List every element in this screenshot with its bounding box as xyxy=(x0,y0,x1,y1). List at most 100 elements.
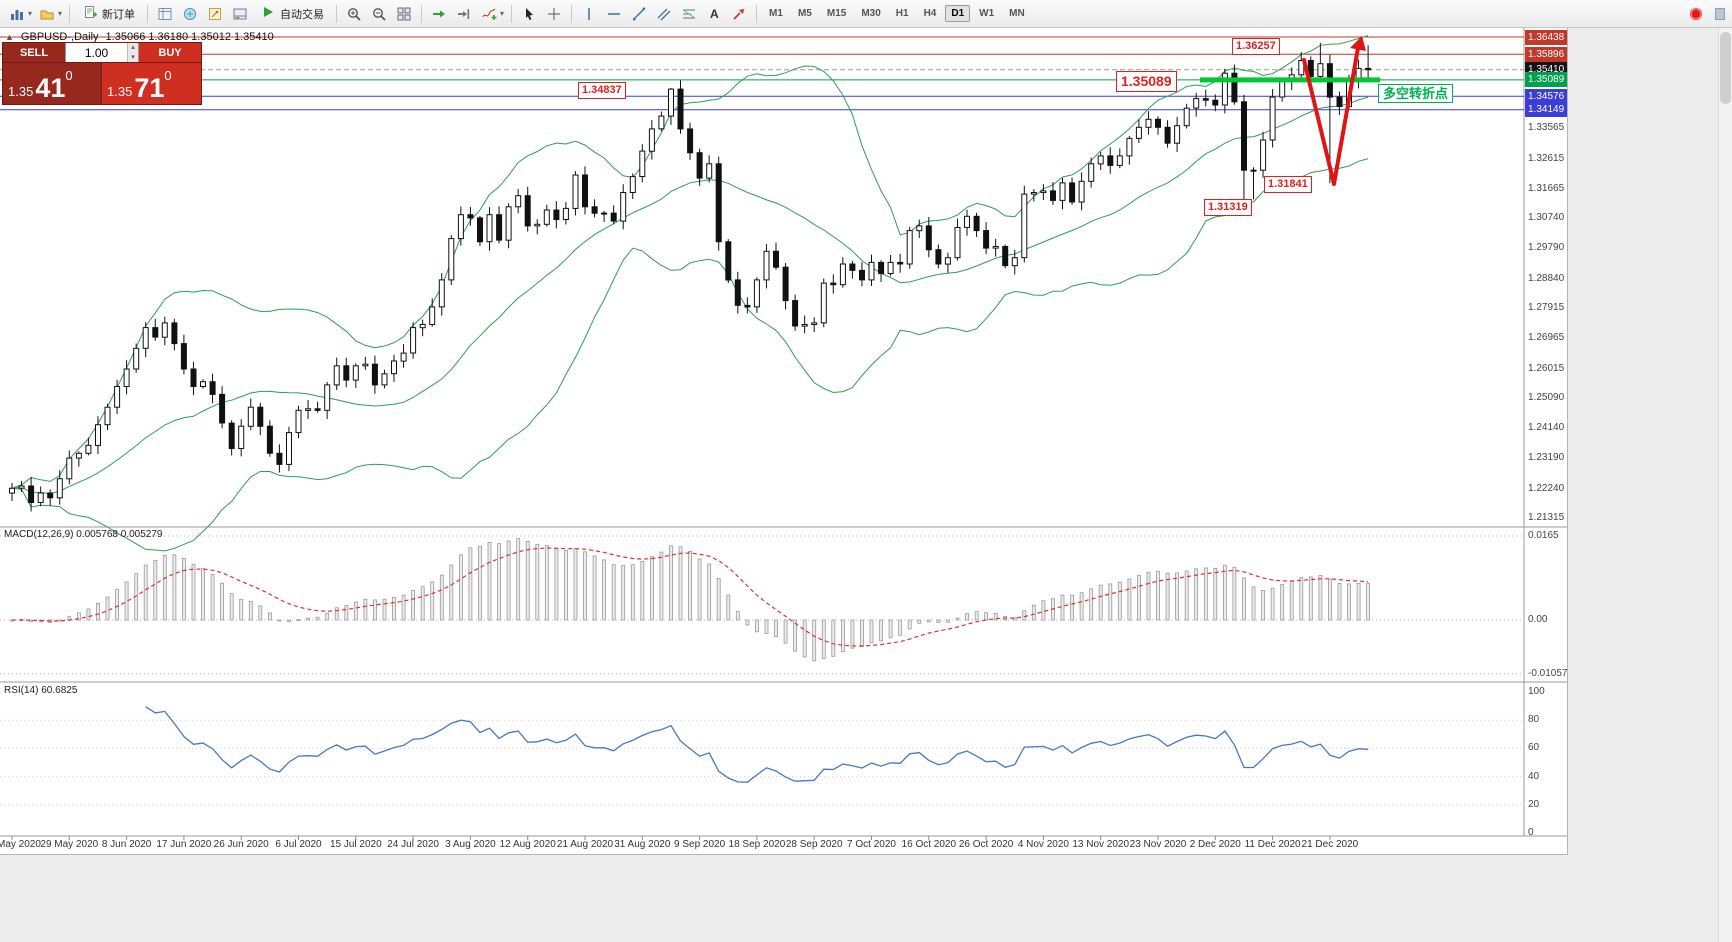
indicators-button[interactable] xyxy=(477,3,501,25)
buy-price[interactable]: 1.35 71 0 xyxy=(102,63,201,104)
channel-tool-button[interactable] xyxy=(652,3,676,25)
date-axis-label: 26 Oct 2020 xyxy=(958,839,1014,850)
date-axis-label: 28 Sep 2020 xyxy=(785,839,843,850)
toolbar-separator xyxy=(756,4,758,23)
scrollbar-thumb[interactable] xyxy=(1720,32,1731,104)
date-axis-label: 11 Dec 2020 xyxy=(1244,839,1301,850)
vertical-scrollbar[interactable] xyxy=(1718,28,1732,942)
profiles-caret-icon[interactable]: ▾ xyxy=(58,9,63,18)
notification-badge-icon[interactable] xyxy=(1690,7,1702,20)
rsi-axis-label: 20 xyxy=(1528,798,1540,810)
macd-axis-label: 0.00 xyxy=(1528,614,1548,625)
tile-windows-button[interactable] xyxy=(392,3,416,25)
price-axis-label: 1.27915 xyxy=(1528,302,1565,314)
date-axis-label: 21 Dec 2020 xyxy=(1301,839,1359,850)
buy-price-sup: 0 xyxy=(164,68,172,83)
cursor-tool-button[interactable] xyxy=(517,3,541,25)
volume-down-button[interactable]: ▾ xyxy=(126,52,138,62)
main-toolbar: ▾ ▾ 新订单 自动交易 ▾ A M1 M5 M15 M30 H1 H4 D1 … xyxy=(0,0,1732,28)
sell-button[interactable]: SELL xyxy=(3,43,65,62)
date-axis-label: 15 Jul 2020 xyxy=(329,839,382,850)
volume-input[interactable] xyxy=(66,43,127,62)
timeframe-d1[interactable]: D1 xyxy=(945,5,971,22)
turning-point-label[interactable]: 多空转折点 xyxy=(1378,84,1454,103)
date-axis-label: 7 Oct 2020 xyxy=(847,839,896,850)
toolbar-separator xyxy=(147,4,149,23)
one-click-trading-panel: SELL ▴ ▾ BUY 1.35 41 0 1.35 71 0 xyxy=(2,42,202,105)
toolbar-separator xyxy=(69,4,71,23)
data-window-button[interactable] xyxy=(178,3,202,25)
one-click-collapse-icon[interactable]: ▲ xyxy=(5,32,14,42)
sell-price-sup: 0 xyxy=(65,68,73,83)
trendline-tool-button[interactable] xyxy=(627,3,651,25)
level-label-131319[interactable]: 1.31319 xyxy=(1204,199,1252,216)
chart-canvas[interactable] xyxy=(0,28,1568,855)
rsi-axis-label: 80 xyxy=(1528,714,1540,726)
terminal-button[interactable] xyxy=(228,3,252,25)
horizontal-line-tool-button[interactable] xyxy=(602,3,626,25)
price-axis-label: 1.28840 xyxy=(1528,272,1565,284)
sell-price[interactable]: 1.35 41 0 xyxy=(3,63,102,104)
new-chart-button[interactable] xyxy=(5,3,29,25)
text-tool-button[interactable]: A xyxy=(702,3,726,25)
buy-button[interactable]: BUY xyxy=(139,43,201,62)
toolbar-separator xyxy=(421,4,423,23)
level-label-136257[interactable]: 1.36257 xyxy=(1232,38,1280,55)
buy-price-base: 1.35 xyxy=(107,84,133,99)
timeframe-h4[interactable]: H4 xyxy=(923,8,937,19)
macd-label: MACD(12,26,9) 0.005768 0.005279 xyxy=(4,529,163,540)
timeframe-m1[interactable]: M1 xyxy=(769,8,783,19)
price-axis-label: 1.26965 xyxy=(1528,332,1565,344)
new-chart-caret-icon[interactable]: ▾ xyxy=(28,9,33,18)
level-label-134837[interactable]: 1.34837 xyxy=(578,82,626,99)
volume-up-button[interactable]: ▴ xyxy=(126,43,138,53)
timeframe-h1[interactable]: H1 xyxy=(895,8,909,19)
toolbar-separator xyxy=(336,4,338,23)
zoom-in-button[interactable] xyxy=(342,3,366,25)
new-order-button[interactable]: 新订单 xyxy=(75,3,142,25)
autotrading-play-icon xyxy=(260,4,276,23)
buy-price-pips: 71 xyxy=(134,73,165,103)
timeframe-mn[interactable]: MN xyxy=(1009,8,1025,19)
chart-header: ▲ GBPUSD-,Daily 1.35066 1.36180 1.35012 … xyxy=(5,31,274,43)
date-axis-label: 26 Jun 2020 xyxy=(213,839,269,850)
chart-ohlc-values: 1.35066 1.36180 1.35012 1.35410 xyxy=(105,31,274,43)
price-tag-1.34576: 1.34576 xyxy=(1525,88,1567,104)
timeframe-w1[interactable]: W1 xyxy=(979,8,995,19)
level-label-131841[interactable]: 1.31841 xyxy=(1264,176,1312,193)
rsi-axis-label: 100 xyxy=(1528,686,1545,697)
fibonacci-tool-button[interactable] xyxy=(677,3,701,25)
indicators-caret-icon[interactable]: ▾ xyxy=(500,9,505,18)
autotrading-button[interactable]: 自动交易 xyxy=(253,3,331,25)
price-axis-label: 1.24140 xyxy=(1528,422,1565,434)
crosshair-tool-button[interactable] xyxy=(542,3,566,25)
date-axis-label: 24 Jul 2020 xyxy=(387,839,439,850)
rsi-axis-label: 40 xyxy=(1528,770,1540,782)
vertical-line-tool-button[interactable] xyxy=(577,3,601,25)
volume-spinner: ▴ ▾ xyxy=(65,43,139,62)
date-axis-label: 21 Aug 2020 xyxy=(556,839,614,850)
timeframe-m5[interactable]: M5 xyxy=(797,8,812,19)
arrows-tool-button[interactable] xyxy=(727,3,751,25)
date-axis-label: 9 Sep 2020 xyxy=(674,839,726,850)
date-axis-label: 2 Dec 2020 xyxy=(1189,839,1241,850)
timeframe-m15[interactable]: M15 xyxy=(826,8,847,19)
profiles-button[interactable] xyxy=(35,3,59,25)
window-menu-icon[interactable] xyxy=(1715,7,1725,20)
level-label-135089[interactable]: 1.35089 xyxy=(1116,71,1177,92)
chart-shift-button[interactable] xyxy=(452,3,476,25)
rsi-label: RSI(14) 60.6825 xyxy=(4,685,78,696)
date-axis-label: 29 May 2020 xyxy=(40,839,99,850)
date-axis-label: 20 May 2020 xyxy=(0,839,41,850)
date-axis-label: 3 Aug 2020 xyxy=(445,839,496,850)
navigator-button[interactable] xyxy=(203,3,227,25)
market-watch-button[interactable] xyxy=(153,3,177,25)
zoom-out-button[interactable] xyxy=(367,3,391,25)
price-axis-label: 1.22240 xyxy=(1528,482,1565,494)
chart-title: GBPUSD-,Daily xyxy=(20,31,99,43)
auto-scroll-button[interactable] xyxy=(427,3,451,25)
date-axis-label: 23 Nov 2020 xyxy=(1129,839,1187,850)
timeframe-m30[interactable]: M30 xyxy=(861,8,881,19)
